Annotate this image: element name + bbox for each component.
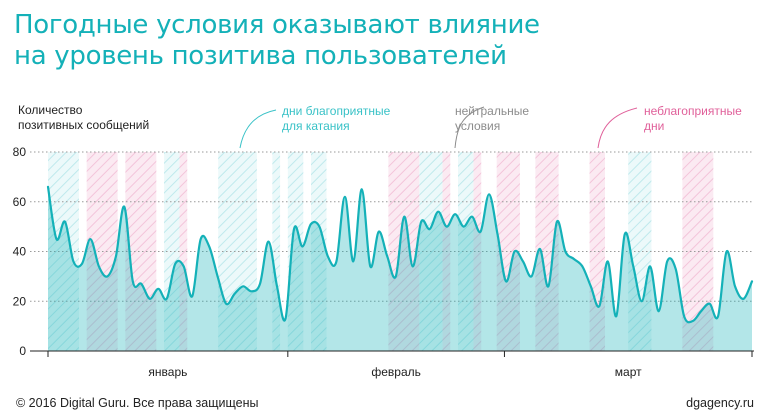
chart-title-line-1: Погодные условия оказывают влияние — [14, 10, 540, 40]
footer-site: dgagency.ru — [686, 396, 754, 410]
weather-band-favorable — [458, 152, 474, 351]
legend-neutral-line-2: условия — [455, 119, 501, 133]
month-label: январь — [148, 365, 187, 379]
weather-band-unfavorable — [473, 152, 482, 351]
y-tick-label: 0 — [19, 344, 26, 358]
y-axis-label: Количество позитивных сообщений — [18, 103, 149, 133]
legend-unfavorable-line-2: дни — [644, 119, 665, 133]
legend-neutral-line-1: нейтральные — [455, 104, 530, 118]
legend-unfavorable-line-1: неблагоприятные — [644, 104, 742, 118]
y-axis-label-line-2: позитивных сообщений — [18, 118, 150, 132]
chart-title: Погодные условия оказывают влияние на ур… — [14, 10, 540, 72]
legend-favorable-line-1: дни благоприятные — [282, 104, 391, 118]
legend-unfavorable-connector — [597, 107, 638, 149]
chart-title-line-2: на уровень позитива пользователей — [14, 41, 507, 71]
legend-neutral: нейтральные условия — [455, 104, 529, 134]
legend-favorable: дни благоприятные для катания — [282, 104, 390, 134]
weather-band-unfavorable — [682, 152, 714, 351]
weather-band-favorable — [272, 152, 281, 351]
legend-neutral-connector — [454, 106, 485, 149]
month-label: февраль — [371, 365, 421, 379]
y-axis-label-line-1: Количество — [18, 103, 83, 117]
y-tick-label: 40 — [13, 245, 27, 259]
series-area — [48, 186, 752, 351]
y-tick-label: 20 — [13, 294, 27, 308]
month-label: март — [615, 365, 642, 379]
y-tick-label: 80 — [13, 145, 27, 159]
weather-band-favorable — [164, 152, 180, 351]
series-line — [46, 185, 754, 324]
footer-copyright: © 2016 Digital Guru. Все права защищены — [16, 396, 259, 410]
y-tick-label: 60 — [13, 195, 27, 209]
legend-favorable-line-2: для катания — [282, 119, 350, 133]
legend-favorable-connector — [239, 109, 277, 149]
legend-unfavorable: неблагоприятные дни — [644, 104, 742, 134]
